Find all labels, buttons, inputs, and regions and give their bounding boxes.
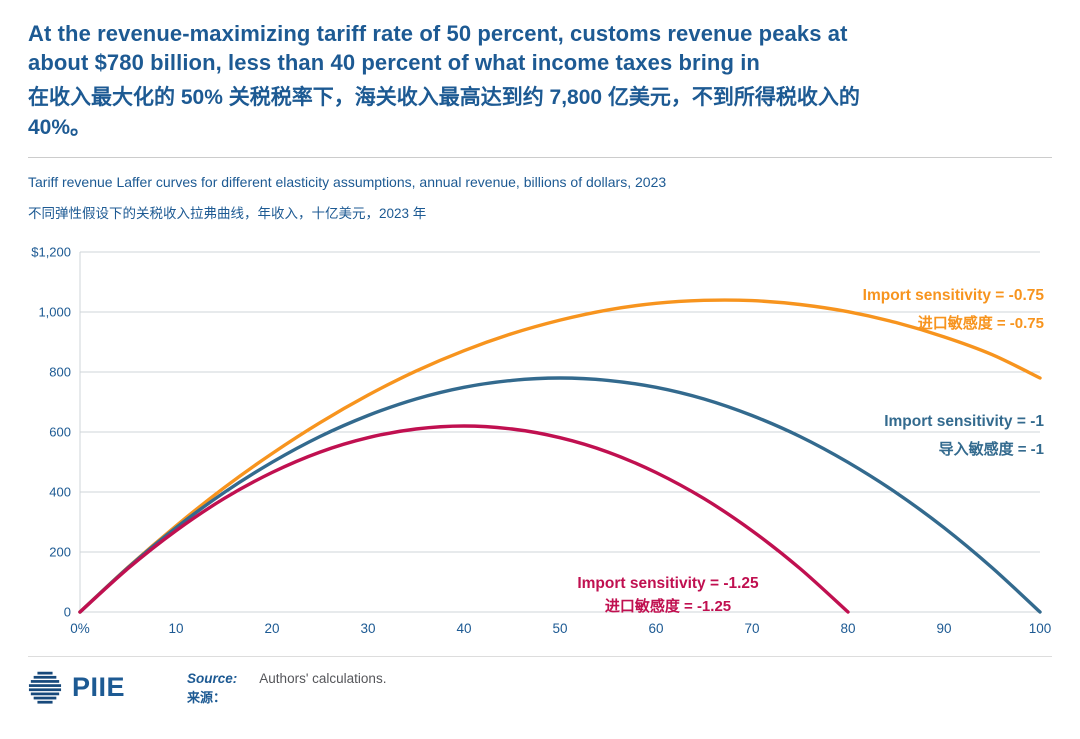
y-tick-label: $1,200: [31, 244, 71, 259]
series-label-zh-sensitivity-075: 进口敏感度 = -0.75: [918, 314, 1044, 332]
headline-en: At the revenue-maximizing tariff rate of…: [28, 21, 848, 75]
x-tick-label: 40: [456, 621, 471, 636]
series-label-en-sensitivity-125: Import sensitivity = -1.25: [577, 575, 759, 592]
x-tick-label: 70: [744, 621, 759, 636]
y-tick-label: 600: [49, 424, 71, 439]
piie-logo: PIIE: [28, 671, 125, 705]
header-divider: [28, 156, 1052, 158]
x-tick-label: 20: [264, 621, 279, 636]
y-tick-label: 800: [49, 364, 71, 379]
x-tick-label: 80: [840, 621, 855, 636]
x-tick-label: 30: [360, 621, 375, 636]
series-label-zh-sensitivity-1: 导入敏感度 = -1: [939, 440, 1044, 458]
series-line-sensitivity-075: [78, 298, 1042, 614]
y-tick-label: 200: [49, 544, 71, 559]
laffer-curve-chart: 0 200 400 600 800 1,000 $1,200 0% 10 20 30 40 50 60 70…: [31, 244, 1052, 636]
x-tick-label: 0%: [70, 621, 90, 636]
source-label-en: Source:: [187, 670, 238, 686]
x-tick-label: 10: [168, 621, 183, 636]
series-line-sensitivity-1: [78, 376, 1042, 614]
source-label-zh: 来源：: [187, 689, 227, 705]
x-tick-label: 50: [552, 621, 567, 636]
source-text: Authors' calculations.: [259, 670, 387, 686]
chart-subtitle-zh: 不同弹性假设下的关税收入拉弗曲线，年收入，十亿美元，2023 年: [28, 205, 427, 221]
x-tick-label: 60: [648, 621, 663, 636]
piie-logo-text: PIIE: [72, 672, 126, 703]
x-tick-label: 90: [936, 621, 951, 636]
x-tick-label: 100: [1029, 621, 1052, 636]
y-tick-label: 0: [64, 604, 71, 619]
series-label-zh-sensitivity-125: 进口敏感度 = -1.25: [605, 597, 731, 615]
y-tick-label: 400: [49, 484, 71, 499]
y-tick-label: 1,000: [38, 304, 71, 319]
headline-zh: 在收入最大化的 50% 关税税率下，海关收入最高达到约 7,800 亿美元，不到…: [28, 86, 860, 139]
footer: PIIE Source: 来源： Authors' calculations.: [0, 657, 1080, 707]
chart-subtitle-en: Tariff revenue Laffer curves for differe…: [28, 173, 667, 190]
source-block: Source: 来源： Authors' calculations.: [187, 669, 386, 707]
piie-logo-icon: [28, 671, 62, 704]
series-line-sensitivity-125: [78, 424, 850, 614]
header: At the revenue-maximizing tariff rate of…: [0, 0, 1080, 143]
series-label-en-sensitivity-075: Import sensitivity = -0.75: [863, 287, 1045, 304]
footer-divider: [28, 655, 1052, 657]
series-label-en-sensitivity-1: Import sensitivity = -1: [884, 413, 1044, 430]
source-labels: Source: 来源：: [187, 669, 237, 707]
